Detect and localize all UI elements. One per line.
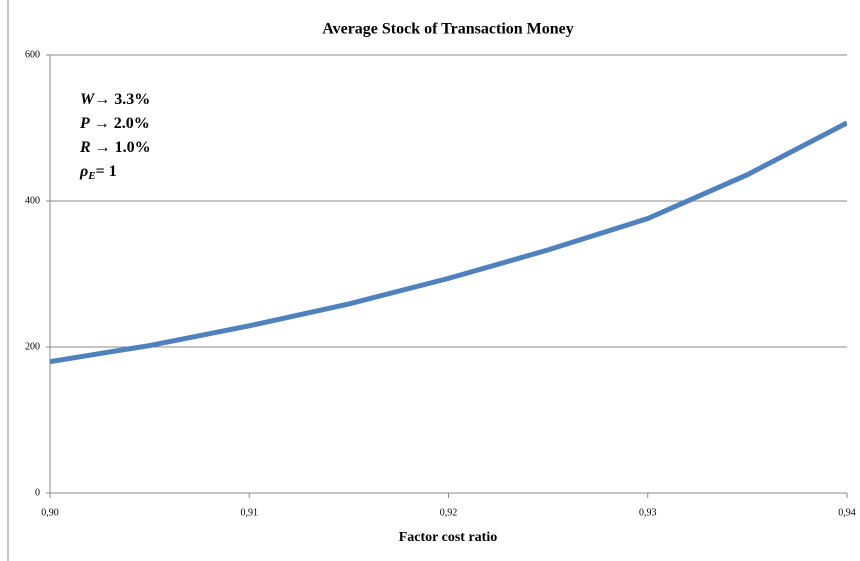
annotation-subscript: E xyxy=(87,170,95,182)
annotation-symbol: ρ xyxy=(79,163,88,180)
y-tick-label: 0 xyxy=(35,487,40,498)
chart-title: Average Stock of Transaction Money xyxy=(322,21,574,38)
annotation-line: ρE= 1 xyxy=(79,163,117,182)
annotation-text: → 2.0% xyxy=(90,115,150,132)
x-tick-label: 0,90 xyxy=(41,507,59,518)
annotation-symbol: P xyxy=(79,115,90,132)
x-axis-label: Factor cost ratio xyxy=(399,530,497,545)
annotation-symbol: R xyxy=(79,139,91,156)
annotation-text: → 3.3% xyxy=(94,91,150,108)
x-tick-label: 0,94 xyxy=(838,507,856,518)
annotation-line: R → 1.0% xyxy=(79,139,151,156)
annotation: W→ 3.3%P → 2.0%R → 1.0%ρE= 1 xyxy=(79,91,151,182)
annotation-text: → 1.0% xyxy=(91,139,151,156)
annotation-line: W→ 3.3% xyxy=(80,91,150,108)
y-tick-label: 400 xyxy=(25,195,40,206)
x-tick-label: 0,92 xyxy=(440,507,458,518)
y-tick-label: 200 xyxy=(25,341,40,352)
x-tick-label: 0,93 xyxy=(639,507,657,518)
annotation-text: = 1 xyxy=(96,163,117,180)
annotation-symbol: W xyxy=(80,91,96,108)
x-tick-label: 0,91 xyxy=(241,507,259,518)
data-line xyxy=(50,120,847,365)
annotation-line: P → 2.0% xyxy=(79,115,150,132)
y-tick-label: 600 xyxy=(25,49,40,60)
